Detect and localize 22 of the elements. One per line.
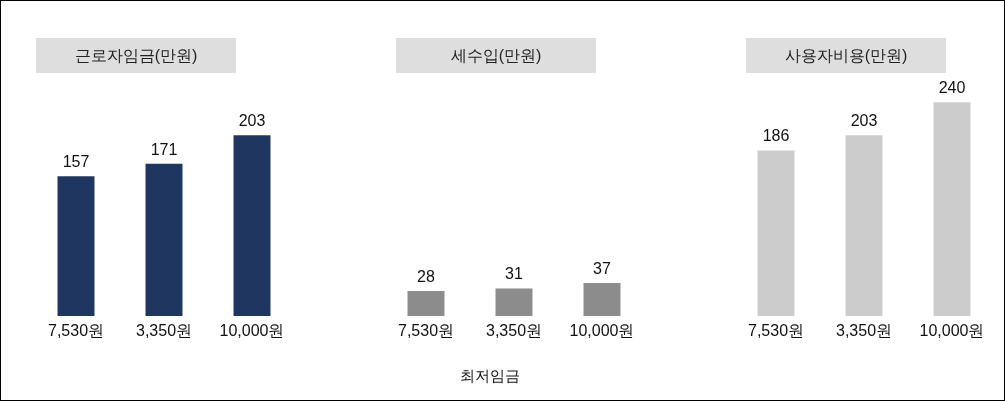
- chart-title: 세수입(만원): [396, 38, 596, 73]
- data-label: 157: [62, 153, 90, 171]
- x-tick-label: 3,350원: [485, 321, 543, 339]
- chart-title: 사용자비용(만원): [746, 38, 946, 73]
- data-label: 28: [417, 268, 435, 286]
- data-label: 203: [850, 112, 878, 130]
- x-tick-label: 7,530원: [397, 321, 455, 339]
- x-tick-label: 10,000원: [219, 321, 285, 339]
- data-label: 31: [505, 265, 523, 283]
- data-label: 37: [593, 260, 611, 278]
- data-label: 186: [762, 127, 790, 145]
- x-tick-label: 3,350원: [135, 321, 193, 339]
- data-label: 240: [938, 79, 966, 97]
- chart-title: 근로자임금(만원): [36, 38, 236, 73]
- x-tick-label: 7,530원: [47, 321, 105, 339]
- data-label: 171: [150, 140, 178, 158]
- x-tick-label: 10,000원: [569, 321, 635, 339]
- x-axis-title: 최저임금: [459, 366, 520, 384]
- data-label: 203: [238, 112, 266, 130]
- x-tick-label: 3,350원: [835, 321, 893, 339]
- x-tick-label: 10,000원: [919, 321, 985, 339]
- x-tick-label: 7,530원: [747, 321, 805, 339]
